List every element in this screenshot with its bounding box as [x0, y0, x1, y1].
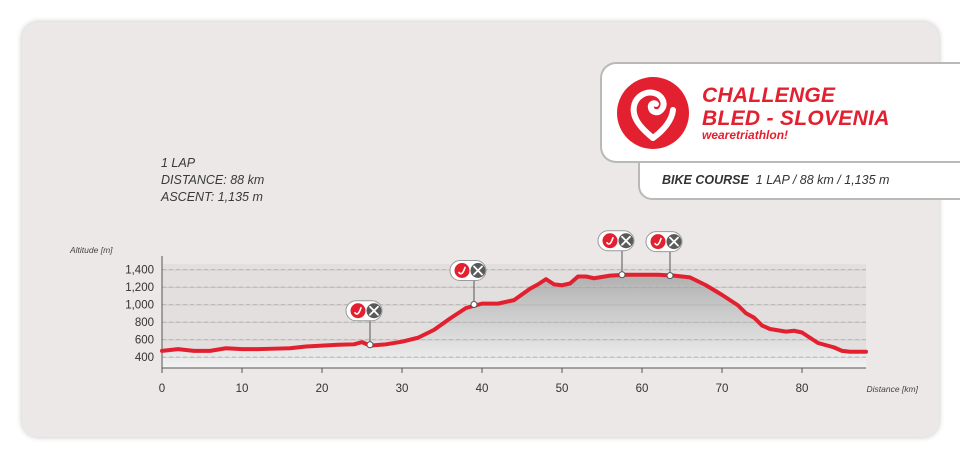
- y-axis-label: Altitude [m]: [69, 245, 113, 255]
- crossed-tools-icon-mark: [621, 235, 631, 246]
- x-tick-label-50: 50: [556, 383, 569, 395]
- x-tick-label-20: 20: [316, 383, 329, 395]
- aid-station-marker: [470, 301, 478, 308]
- x-tick-label-10: 10: [236, 383, 249, 395]
- aid-stations: [345, 230, 683, 349]
- x-tick-label-30: 30: [396, 383, 409, 395]
- x-tick-label-80: 80: [796, 383, 809, 395]
- grid-lines: [162, 269, 866, 358]
- challenge-icon: [454, 263, 470, 278]
- logo-tagline: wearetriathlon!: [702, 128, 788, 142]
- y-tick-label-400: 400: [135, 352, 154, 364]
- ascent-text: ASCENT: 1,135 m: [161, 190, 263, 204]
- challenge-logo-icon: [617, 77, 689, 149]
- challenge-icon: [350, 303, 366, 319]
- y-tick-label-1400: 1,400: [125, 265, 154, 277]
- logo-line2: BLED - SLOVENIA: [702, 107, 890, 130]
- aid-station-4: [645, 231, 683, 280]
- x-tick-label-0: 0: [159, 383, 165, 395]
- logo-panel: CHALLENGE BLED - SLOVENIA wearetriathlon…: [600, 62, 960, 163]
- course-details: 1 LAP / 88 km / 1,135 m: [755, 173, 890, 187]
- crossed-tools-icon-mark: [669, 236, 679, 247]
- challenge-icon-mark: [606, 236, 614, 245]
- distance-text: DISTANCE: 88 km: [161, 173, 265, 187]
- course-title: BIKE COURSE: [662, 173, 749, 187]
- tagline-suffix: triathlon!: [736, 128, 789, 142]
- course-label-panel: BIKE COURSE 1 LAP / 88 km / 1,135 m: [638, 163, 960, 200]
- x-tick-label-60: 60: [636, 383, 649, 395]
- logo-title: CHALLENGE BLED - SLOVENIA: [702, 84, 890, 130]
- challenge-icon-mark: [654, 237, 662, 246]
- laps-text: 1 LAP: [161, 156, 196, 170]
- x-axis-label: Distance [km]: [867, 384, 919, 394]
- logo-line1: CHALLENGE: [702, 84, 836, 107]
- aid-station-2: [449, 260, 487, 308]
- axes: 400 600 800 1,000 1,200 1,400 0 10 20 30 40 50 60 70 8…: [125, 256, 866, 395]
- y-tick-label-1200: 1,200: [125, 282, 154, 294]
- x-tick-label-70: 70: [716, 383, 729, 395]
- profile-area: [162, 274, 866, 368]
- elevation-area: [162, 274, 866, 368]
- y-tick-label-1000: 1,000: [125, 300, 154, 312]
- crossed-tools-icon-mark: [473, 265, 483, 276]
- course-label: BIKE COURSE 1 LAP / 88 km / 1,135 m: [662, 173, 889, 187]
- challenge-icon: [602, 233, 618, 249]
- aid-station-marker: [366, 341, 374, 349]
- challenge-icon-mark: [354, 306, 362, 315]
- profile-line: [160, 272, 868, 354]
- challenge-icon-mark: [458, 266, 466, 275]
- aid-station-marker: [666, 272, 674, 280]
- crossed-tools-icon-mark: [369, 305, 379, 316]
- elevation-line: [160, 272, 868, 354]
- course-summary: 1 LAP DISTANCE: 88 km ASCENT: 1,135 m: [161, 155, 264, 206]
- challenge-icon: [650, 234, 666, 250]
- aid-station-1: [345, 300, 383, 349]
- tagline-prefix: weare: [702, 128, 737, 142]
- aid-station-3: [597, 230, 635, 279]
- y-tick-label-600: 600: [135, 335, 154, 347]
- y-tick-label-800: 800: [135, 317, 154, 329]
- aid-station-marker: [618, 271, 626, 279]
- x-tick-label-40: 40: [476, 383, 489, 395]
